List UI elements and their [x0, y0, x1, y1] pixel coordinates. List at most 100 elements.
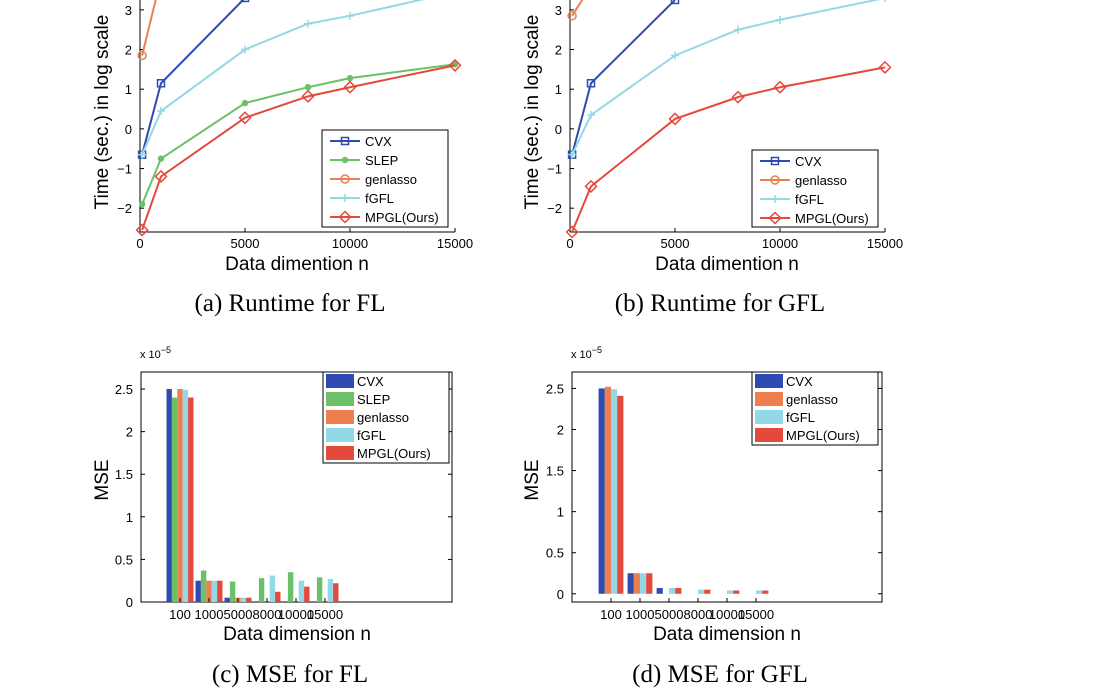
bar-cvx	[598, 388, 605, 594]
series-line-mpgl-ours	[141, 64, 456, 231]
legend-item-cvx: CVX	[755, 374, 813, 389]
x-tick-label: 10000	[709, 607, 745, 622]
legend-label: genlasso	[357, 410, 409, 425]
data-point-mpgl-ours	[135, 223, 149, 237]
x-tick-label: 1000	[195, 607, 224, 622]
legend: CVX SLEP genlasso fGFL MPGL(Ours)	[321, 129, 449, 228]
bar-cvx	[166, 389, 172, 602]
x-tick-label: 10000	[332, 236, 368, 251]
y-tick-label: 2	[557, 423, 564, 438]
multiplier-base: x 10	[140, 349, 161, 361]
bar-fgfl	[269, 575, 276, 602]
multiplier-exponent: −5	[592, 345, 602, 355]
y-tick-label: 2	[126, 425, 133, 440]
data-point-mpgl-ours	[773, 80, 787, 94]
bar-fgfl	[240, 597, 247, 602]
bar-genlasso	[604, 386, 611, 594]
caption: (a) Runtime for FL	[195, 290, 386, 317]
series-line-cvx	[571, 0, 676, 155]
data-point-fgfl	[776, 15, 784, 24]
caption: (d) MSE for GFL	[632, 661, 808, 688]
plot-area	[565, 0, 892, 239]
y-tick-label: 2	[555, 43, 562, 58]
bar-fgfl	[327, 579, 334, 602]
bar-mpgl-ours	[275, 591, 281, 602]
legend-marker-mpgl-ours	[338, 210, 352, 224]
legend-item-genlasso: genlasso	[326, 410, 409, 425]
data-point-fgfl	[346, 11, 354, 20]
data-point-mpgl-ours	[668, 112, 682, 126]
y-tick-label: 0	[125, 122, 132, 137]
legend: CVX SLEP genlasso fGFL MPGL(Ours)	[322, 371, 450, 464]
x-tick-label: 5000	[224, 607, 253, 622]
data-point-slep	[304, 84, 312, 91]
bar-fgfl	[211, 580, 218, 602]
bar-group-10000	[727, 590, 740, 594]
data-point-fgfl	[304, 19, 312, 28]
legend-item-fgfl: fGFL	[755, 410, 815, 425]
data-point-mpgl-ours	[565, 225, 579, 239]
legend-swatch	[326, 410, 354, 424]
x-axis-label: Data dimention n	[225, 254, 369, 275]
legend-label: CVX	[786, 374, 813, 389]
data-point-mpgl-ours	[584, 179, 598, 193]
legend-item-fgfl: fGFL	[326, 428, 386, 443]
data-point-fgfl	[241, 45, 249, 54]
bar-group-100	[166, 389, 194, 602]
bar-slep	[258, 578, 265, 602]
legend-item-slep: SLEP	[326, 392, 390, 407]
bar-group-15000	[316, 577, 339, 602]
bar-fgfl	[640, 573, 647, 594]
y-tick-label: 1	[557, 505, 564, 520]
caption: (b) Runtime for GFL	[615, 290, 825, 317]
y-tick-label: −1	[117, 162, 132, 177]
data-point-cvx	[156, 79, 166, 88]
bar-group-1000	[195, 570, 223, 602]
multiplier-base: x 10	[571, 349, 592, 361]
legend: CVX genlasso fGFL MPGL(Ours)	[751, 149, 879, 228]
legend-label: CVX	[357, 374, 384, 389]
legend-label: MPGL(Ours)	[786, 428, 860, 443]
x-tick-label: 10000	[278, 607, 314, 622]
y-tick-label: 0	[555, 122, 562, 137]
bar-group-5000	[656, 588, 682, 594]
bar-mpgl-ours	[246, 597, 252, 602]
y-tick-label: 0.5	[546, 546, 564, 561]
x-tick-label: 100	[600, 607, 622, 622]
bar-fgfl	[669, 588, 676, 594]
x-tick-label: 5000	[231, 236, 260, 251]
x-tick-label: 0	[136, 236, 143, 251]
y-axis-label: Time (sec.) in log scale	[522, 15, 543, 210]
y-multiplier: x 10−5	[571, 345, 602, 361]
y-tick-label: −2	[547, 201, 562, 216]
data-point-cvx	[586, 79, 596, 88]
chart-a: −2 −1 0 1 2 3 0 5000 10000 15000 Data dimention n T…	[92, 0, 473, 317]
legend-item-cvx: CVX	[330, 134, 392, 149]
bar-fgfl	[756, 590, 763, 594]
y-tick-label: 2	[125, 43, 132, 58]
legend-item-genlasso: genlasso	[330, 172, 417, 187]
y-tick-label: 3	[125, 3, 132, 18]
bar-genlasso	[206, 580, 212, 602]
data-point-genlasso	[567, 11, 577, 21]
bar-mpgl-ours	[217, 580, 223, 602]
bar-cvx	[656, 588, 663, 594]
y-axis-label: Time (sec.) in log scale	[92, 15, 113, 210]
bar-mpgl-ours	[333, 583, 339, 602]
chart-b: −2 −1 0 1 2 3 0 5000 10000 15000 Data dimention n T…	[522, 0, 903, 317]
y-tick-label: 1	[555, 82, 562, 97]
bar-cvx	[195, 580, 201, 602]
y-tick-label: 1	[126, 510, 133, 525]
x-tick-label: 8000	[684, 607, 713, 622]
legend-marker-slep	[341, 156, 349, 164]
legend-label: MPGL(Ours)	[357, 446, 431, 461]
data-point-mpgl-ours	[878, 60, 892, 74]
legend-label: genlasso	[795, 173, 847, 188]
y-multiplier: x 10−5	[140, 345, 171, 361]
legend-swatch	[755, 374, 783, 388]
y-tick-label: 2.5	[115, 382, 133, 397]
series-line-fgfl	[571, 0, 881, 156]
bar-group-10000	[287, 572, 310, 602]
y-tick-label: −1	[547, 162, 562, 177]
